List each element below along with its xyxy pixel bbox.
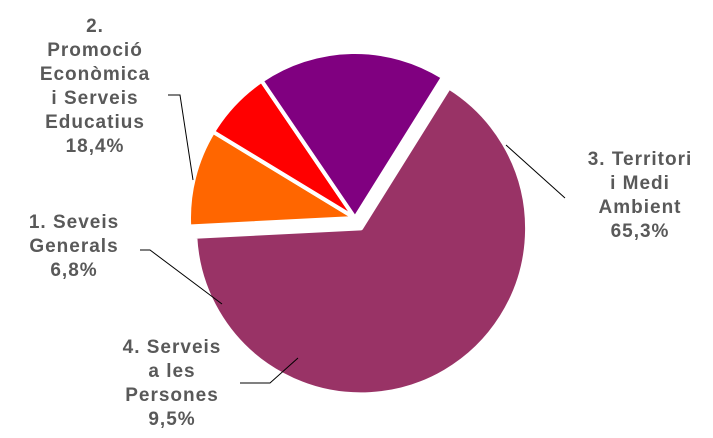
leader-line-1-seveis-generals	[140, 249, 223, 305]
slice-name-line: i Serveis	[51, 88, 138, 109]
pie-slice-2-promocio-economica-i-serveis-educatius	[259, 50, 445, 220]
slice-name-line: i Medi	[610, 173, 670, 194]
pie-slice-4-serveis-a-les-persones	[187, 129, 357, 229]
slice-name-line: Ambient	[599, 197, 682, 218]
slice-label-4-serveis-a-les-persones: 4. Serveis a les Persones 9,5%	[123, 337, 222, 430]
slice-name-line: Educatius	[45, 112, 145, 133]
slice-value-label: 9,5%	[148, 409, 195, 430]
slice-value-label: 6,8%	[50, 260, 97, 281]
slice-name-line: 2.	[86, 16, 104, 37]
slice-name-line: 1. Seveis	[29, 212, 119, 233]
slice-name-line: Econòmica	[40, 64, 150, 85]
slice-value-label: 18,4%	[66, 136, 125, 157]
slice-name-line: Generals	[29, 236, 118, 257]
leader-line-3-territori-i-medi-ambient	[505, 144, 566, 199]
pie-slice-3-territori-i-medi-ambient	[193, 85, 530, 397]
slice-name-line: Promoció	[47, 40, 143, 61]
slice-value-label: 65,3%	[611, 221, 670, 242]
leader-line-4-serveis-a-les-persones	[240, 357, 299, 384]
slice-name-line: 3. Territori	[588, 149, 693, 170]
slice-label-1-seveis-generals: 1. Seveis Generals 6,8%	[29, 212, 119, 281]
slice-label-2-promocio-economica-i-serveis-educatius: 2. Promoció Econòmica i Serveis Educatius 18,…	[40, 16, 150, 157]
slice-name-line: Persones	[125, 385, 219, 406]
slice-name-line: 4. Serveis	[123, 337, 222, 358]
slice-label-3-territori-i-medi-ambient: 3. Territori i Medi Ambient 65,3%	[588, 149, 693, 242]
leader-line-2-promocio-economica-i-serveis-educatius	[168, 94, 194, 181]
slice-name-line: a les	[148, 361, 195, 382]
